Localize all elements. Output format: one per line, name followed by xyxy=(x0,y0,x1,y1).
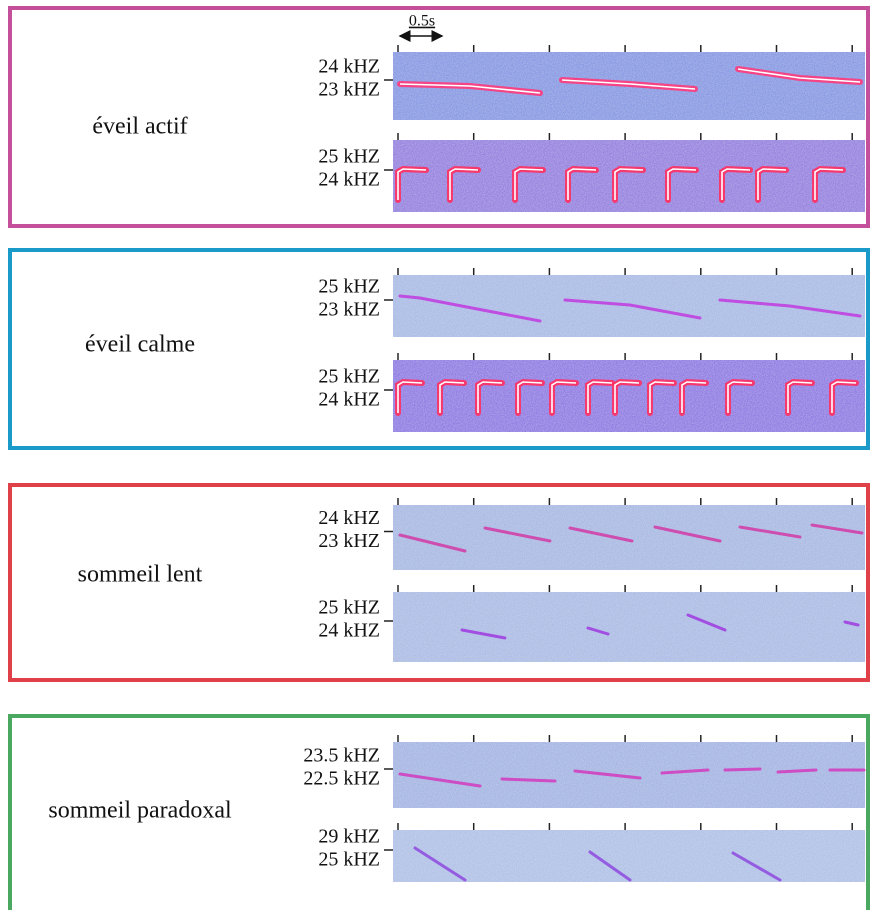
call-trace xyxy=(723,767,762,772)
call-trace xyxy=(686,613,727,632)
panel-border xyxy=(8,6,870,228)
call-trace-core xyxy=(787,381,813,413)
frequency-label: 22.5 kHZ xyxy=(303,768,380,790)
call-trace-core xyxy=(399,83,541,94)
spectrogram-background xyxy=(393,360,865,432)
call-trace xyxy=(573,769,642,780)
frequency-label: 24 kHZ xyxy=(318,169,380,191)
call-trace xyxy=(413,846,467,882)
call-trace-core xyxy=(831,381,857,413)
call-trace-core xyxy=(517,381,543,413)
call-trace-core xyxy=(397,168,427,200)
call-trace-core xyxy=(614,168,644,200)
panel-border xyxy=(8,714,870,910)
call-trace-core xyxy=(514,168,544,200)
frequency-label: 24 kHZ xyxy=(318,56,380,78)
call-trace xyxy=(776,768,818,774)
call-trace-core xyxy=(551,381,577,413)
panel-label: sommeil lent xyxy=(78,562,203,588)
frequency-label: 25 kHZ xyxy=(318,597,380,619)
frequency-label: 23 kHZ xyxy=(318,79,380,101)
call-trace xyxy=(398,294,542,323)
call-trace xyxy=(563,298,702,320)
call-trace xyxy=(660,768,710,775)
spectrogram-background xyxy=(393,742,865,808)
call-trace-core xyxy=(737,68,861,83)
call-trace xyxy=(718,298,862,318)
call-trace-core xyxy=(477,381,503,413)
panel-border xyxy=(8,248,870,450)
call-trace xyxy=(843,620,860,627)
call-trace xyxy=(653,525,722,543)
call-trace-core xyxy=(397,381,423,413)
panel-label: éveil calme xyxy=(85,332,195,358)
spectrogram-background xyxy=(393,505,865,570)
call-trace xyxy=(588,850,632,882)
scale-bar-label: 0.5s xyxy=(409,13,435,30)
panel-label: éveil actif xyxy=(92,114,187,140)
frequency-label: 24 kHZ xyxy=(318,389,380,411)
call-trace xyxy=(500,777,557,783)
frequency-label: 25 kHZ xyxy=(318,146,380,168)
call-trace xyxy=(586,626,610,636)
frequency-label: 25 kHZ xyxy=(318,276,380,298)
frequency-label: 23 kHZ xyxy=(318,299,380,321)
call-trace xyxy=(810,523,864,535)
spectrogram-background xyxy=(393,830,865,882)
frequency-label: 24 kHZ xyxy=(318,507,380,529)
call-trace-core xyxy=(614,381,640,413)
panel-border xyxy=(8,483,870,682)
panel-label: sommeil paradoxal xyxy=(48,798,232,824)
call-trace-core xyxy=(721,168,751,200)
call-trace xyxy=(398,772,482,788)
call-trace-core xyxy=(567,168,597,200)
call-trace xyxy=(483,526,552,543)
spectrogram-background xyxy=(393,592,865,662)
call-trace xyxy=(738,525,802,539)
call-trace xyxy=(568,526,634,543)
frequency-label: 23 kHZ xyxy=(318,530,380,552)
frequency-label: 29 kHZ xyxy=(318,826,380,848)
frequency-label: 25 kHZ xyxy=(318,366,380,388)
call-trace-core xyxy=(439,381,465,413)
frequency-label: 23.5 kHZ xyxy=(303,745,380,767)
call-trace xyxy=(731,851,782,882)
call-trace-core xyxy=(449,168,479,200)
call-trace-core xyxy=(649,381,675,413)
call-trace-core xyxy=(757,168,787,200)
call-trace xyxy=(460,628,507,640)
spectrogram-background xyxy=(393,140,865,212)
call-trace-core xyxy=(667,168,697,200)
call-trace-core xyxy=(681,381,707,413)
call-trace xyxy=(398,533,467,553)
call-trace-core xyxy=(814,168,844,200)
call-trace-core xyxy=(587,381,613,413)
call-trace-core xyxy=(727,381,753,413)
frequency-label: 24 kHZ xyxy=(318,620,380,642)
frequency-label: 25 kHZ xyxy=(318,849,380,871)
call-trace-core xyxy=(561,79,696,90)
